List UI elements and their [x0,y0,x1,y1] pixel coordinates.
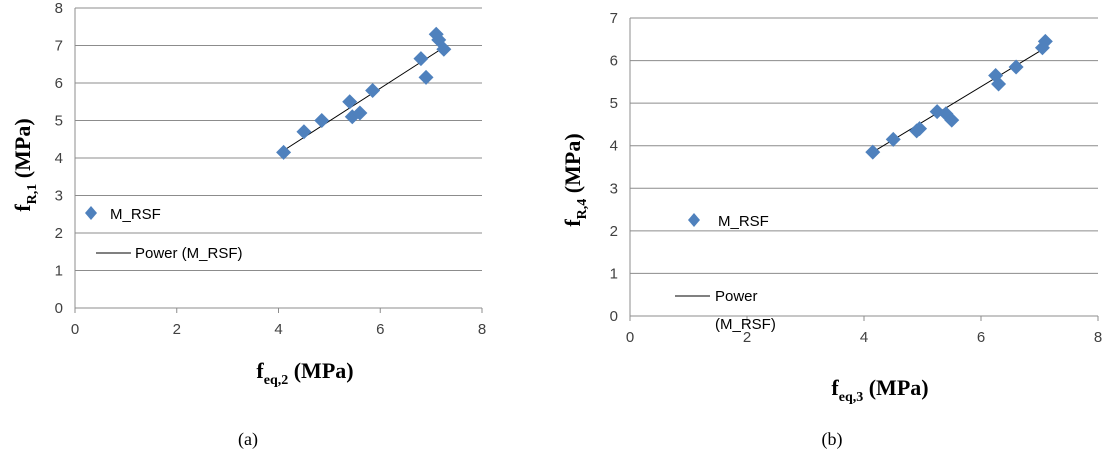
y-tick-label: 5 [610,95,618,112]
x-axis-title-a: feq,2 (MPa) [256,358,353,388]
y-tick-label: 7 [610,10,618,27]
legend-marker-b [688,213,700,227]
x-tick-label: 0 [71,321,79,338]
x-tick-label: 0 [626,329,634,346]
legend-trend-label-a: Power (M_RSF) [135,245,243,262]
legend-trend-label-b-line2: (M_RSF) [715,316,776,333]
y-tick-label: 2 [55,225,63,242]
legend-a: M_RSF Power (M_RSF) [85,206,243,262]
data-point [314,113,330,128]
chart-b: 0 1 2 3 4 5 6 7 0 2 4 6 8 fR,4 (MPa) feq,3 (MPa) M_… [560,10,1102,450]
caption-b: (b) [822,429,843,450]
data-point [938,106,954,122]
y-tick-label: 2 [610,223,618,240]
x-ticks-a: 0 2 4 6 8 [71,308,486,338]
points-a [276,26,452,160]
data-point [865,144,881,160]
legend-marker-a [85,206,97,220]
x-axis-title-b: feq,3 (MPa) [831,375,928,405]
y-axis-title-a: fR,1 (MPa) [10,118,40,211]
x-tick-label: 8 [478,321,486,338]
y-tick-label: 7 [55,38,63,55]
y-tick-label: 4 [610,138,618,155]
x-tick-label: 4 [860,329,868,346]
grid-b [630,17,1098,274]
y-tick-label: 6 [610,53,618,70]
y-tick-label: 1 [610,265,618,282]
data-point [436,41,452,57]
y-tick-label: 4 [55,150,63,167]
data-point [912,121,928,137]
data-point [991,76,1007,92]
chart-a: 0 1 2 3 4 5 6 7 8 0 2 4 6 8 fR,1 (MPa) feq,2 (MPa) M… [10,0,486,450]
y-axis-title-b: fR,4 (MPa) [560,133,590,226]
data-point [418,69,434,85]
data-point [352,105,368,121]
caption-a: (a) [238,429,258,450]
y-tick-label: 8 [55,0,63,17]
legend-b: M_RSF Power (M_RSF) [675,213,776,333]
y-ticks-b: 0 1 2 3 4 5 6 7 [610,10,618,325]
data-point [1037,33,1053,49]
data-point [413,51,429,67]
y-tick-label: 0 [610,308,618,325]
x-tick-label: 2 [743,329,751,346]
y-tick-label: 5 [55,113,63,130]
data-point [1008,59,1024,75]
x-ticks-b: 0 2 4 6 8 [626,316,1102,346]
x-tick-label: 6 [376,321,384,338]
x-tick-label: 2 [173,321,181,338]
legend-series-label-a: M_RSF [110,206,161,223]
legend-trend-label-b-line1: Power [715,288,758,305]
data-point [342,94,358,110]
y-tick-label: 6 [55,75,63,92]
legend-series-label-b: M_RSF [718,213,769,230]
points-b [865,33,1053,160]
x-tick-label: 8 [1094,329,1102,346]
y-tick-label: 3 [55,188,63,205]
y-tick-label: 0 [55,300,63,317]
x-tick-label: 4 [274,321,282,338]
data-point [944,112,960,128]
data-point [276,144,292,160]
x-tick-label: 6 [977,329,985,346]
axes-b [629,18,1098,317]
y-tick-label: 1 [55,263,63,280]
data-point [296,124,312,140]
power-trendline [283,46,445,151]
data-point [885,131,901,147]
trendline-a [283,46,445,151]
data-point [1034,40,1050,56]
data-point [365,83,381,98]
grid-a [75,7,482,271]
y-tick-label: 3 [610,180,618,197]
y-ticks-a: 0 1 2 3 4 5 6 7 8 [55,0,63,317]
